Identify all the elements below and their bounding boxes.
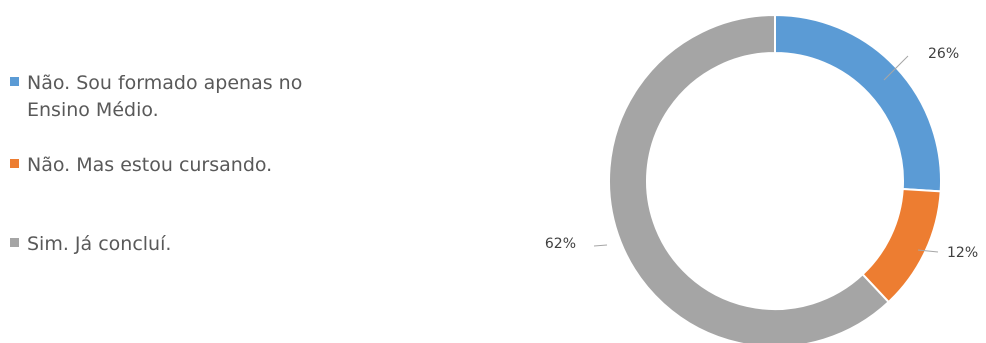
- leader-line-2: [593, 244, 608, 247]
- legend-label-cursando: Não. Mas estou cursando.: [27, 154, 273, 176]
- legend-item-ensino-medio: Não. Sou formado apenas no Ensino Médio.: [10, 70, 357, 124]
- doughnut-slice-2: [608, 13, 891, 343]
- legend-item-concluido: Sim. Já concluí.: [10, 231, 357, 258]
- data-label-0: 26%: [928, 46, 959, 62]
- doughnut-slice-1: [861, 187, 942, 304]
- leader-line-0: [883, 55, 909, 81]
- data-label-1: 12%: [947, 245, 978, 261]
- data-label-2: 62%: [545, 236, 576, 252]
- legend-swatch-orange: [10, 159, 19, 168]
- legend-label-concluido: Sim. Já concluí.: [27, 233, 172, 255]
- doughnut-slice-0: [774, 13, 942, 193]
- legend-swatch-blue: [10, 77, 19, 86]
- leader-line-1: [917, 249, 939, 253]
- legend-label-ensino-medio: Não. Sou formado apenas no Ensino Médio.: [27, 72, 303, 121]
- legend-swatch-gray: [10, 238, 19, 247]
- legend-item-cursando: Não. Mas estou cursando.: [10, 152, 357, 179]
